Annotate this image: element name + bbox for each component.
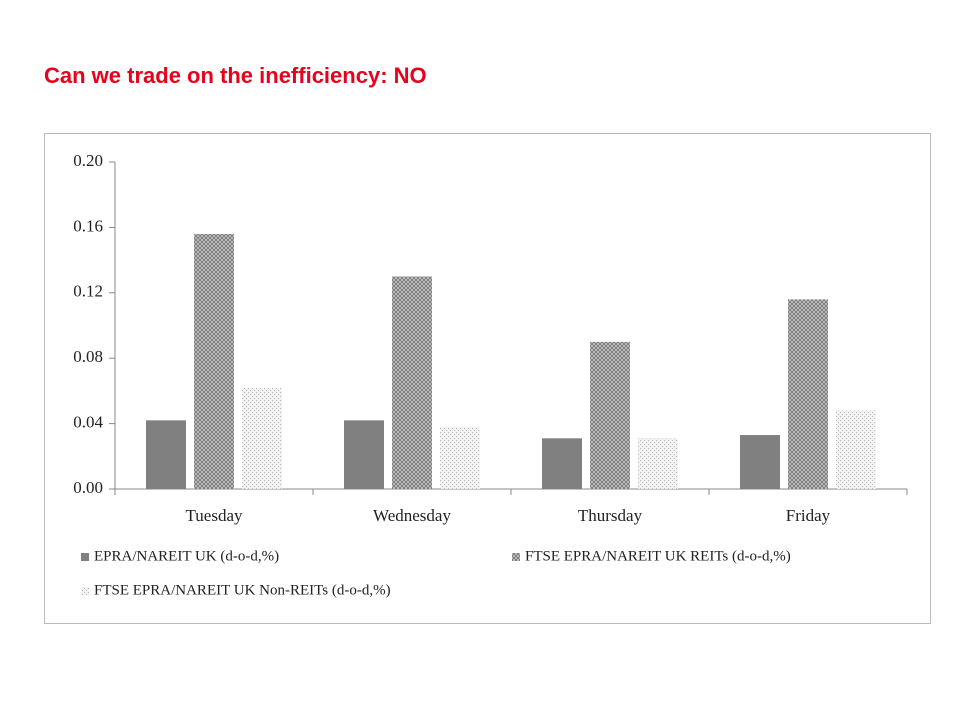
x-tick-label: Friday — [786, 506, 831, 525]
legend-label: EPRA/NAREIT UK (d-o-d,%) — [94, 548, 279, 564]
slide-title: Can we trade on the inefficiency: NO — [44, 63, 427, 88]
bar — [392, 276, 432, 489]
y-tick-label: 0.16 — [73, 216, 103, 235]
bar — [740, 435, 780, 489]
bar — [194, 233, 234, 489]
y-tick-label: 0.12 — [73, 282, 103, 301]
bar — [440, 426, 480, 489]
legend-label: FTSE EPRA/NAREIT UK REITs (d-o-d,%) — [525, 548, 791, 564]
legend-swatch — [81, 553, 89, 561]
y-tick-label: 0.20 — [73, 151, 103, 170]
bar — [146, 420, 186, 489]
y-tick-label: 0.00 — [73, 478, 103, 497]
bar — [344, 420, 384, 489]
x-tick-label: Tuesday — [186, 506, 243, 525]
bar — [242, 387, 282, 489]
y-tick-label: 0.08 — [73, 347, 103, 366]
x-tick-label: Thursday — [578, 506, 643, 525]
x-tick-label: Wednesday — [373, 506, 451, 525]
chart-frame — [44, 133, 931, 624]
bar — [590, 341, 630, 489]
bar — [788, 299, 828, 489]
legend-swatch — [81, 587, 89, 595]
legend-swatch — [512, 553, 520, 561]
bar — [836, 410, 876, 489]
bar — [638, 438, 678, 489]
legend-label: FTSE EPRA/NAREIT UK Non-REITs (d-o-d,%) — [94, 582, 391, 598]
y-tick-label: 0.04 — [73, 413, 103, 432]
bar — [542, 438, 582, 489]
